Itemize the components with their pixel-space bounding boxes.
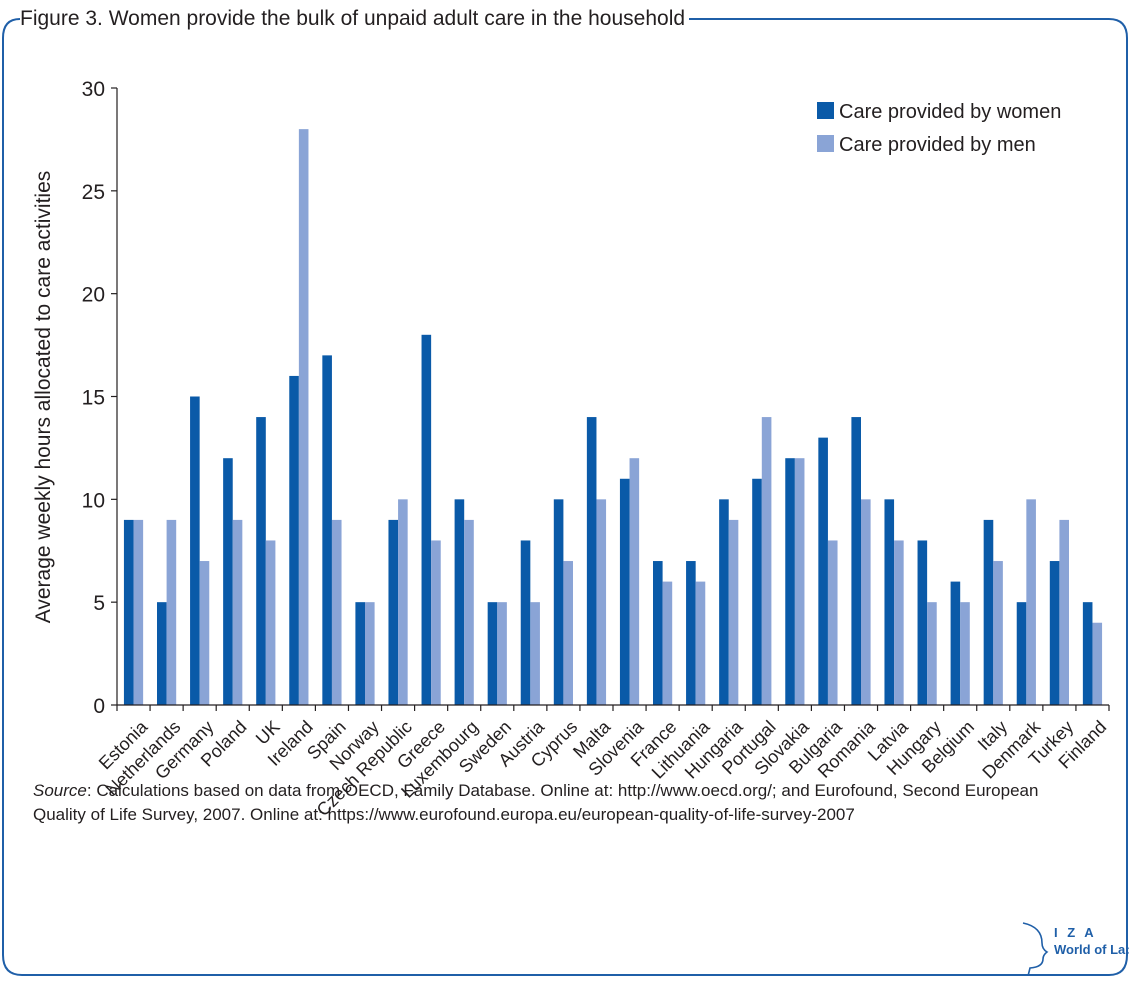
bar-men: [861, 499, 871, 705]
bar-women: [983, 519, 994, 705]
bar-women: [223, 458, 233, 705]
y-tick-label: 5: [93, 592, 105, 615]
bar-women: [322, 355, 332, 705]
logo-text-world-of-labor: World of Labor: [1054, 942, 1129, 957]
iza-head-icon: [1022, 922, 1049, 977]
bar-men: [365, 602, 375, 705]
bar-men: [1092, 622, 1103, 705]
bar-men: [133, 519, 144, 705]
bar-women: [520, 540, 531, 705]
bar-women: [686, 561, 696, 705]
bar-women: [851, 417, 861, 705]
bar-men: [166, 519, 177, 705]
bar-men: [1059, 519, 1069, 705]
bar-women: [719, 499, 729, 705]
bar-women: [752, 478, 762, 705]
bar-men: [1026, 499, 1036, 705]
bar-women: [454, 499, 465, 705]
source-label: Source: [33, 781, 87, 800]
bar-men: [464, 519, 474, 705]
bar-men: [331, 519, 342, 705]
bar-women: [355, 602, 365, 705]
legend-label: Care provided by men: [839, 134, 1036, 156]
bar-men: [265, 540, 276, 705]
bar-women: [917, 540, 928, 705]
bar-men: [298, 129, 309, 706]
bars: [123, 129, 1103, 706]
bar-women: [653, 561, 663, 705]
figure-title: Figure 3. Women provide the bulk of unpa…: [20, 6, 690, 32]
source-text: : Calculations based on data from OECD, …: [33, 781, 1039, 824]
bar-women: [256, 417, 266, 705]
bar-women: [586, 417, 597, 705]
legend-swatch: [817, 135, 834, 152]
bar-men: [927, 602, 937, 705]
bar-men: [695, 581, 706, 705]
bar-women: [619, 478, 630, 705]
y-tick-label: 10: [82, 489, 105, 512]
bar-women: [487, 602, 498, 705]
iza-logo: I Z A World of Labor: [1020, 921, 1129, 977]
bar-men: [563, 561, 573, 705]
bar-women: [190, 396, 200, 705]
bar-men: [662, 581, 673, 705]
legend: Care provided by women Care provided by m…: [817, 101, 1061, 156]
source-note: Source: Calculations based on data from …: [33, 779, 1093, 827]
y-axis: 0 5 10 15 20 25 30: [82, 78, 118, 718]
bar-men: [629, 458, 640, 705]
bar-women: [553, 499, 564, 705]
bar-women: [950, 581, 961, 705]
bar-men: [596, 499, 607, 705]
logo-text-iza: I Z A: [1054, 925, 1097, 940]
y-tick-label: 15: [82, 387, 105, 410]
bar-women: [421, 334, 432, 705]
bar-men: [398, 499, 408, 705]
bar-women: [818, 437, 828, 705]
bar-women: [388, 519, 399, 705]
bar-men: [993, 561, 1003, 705]
bar-men: [232, 519, 243, 705]
bar-men: [827, 540, 838, 705]
bar-women: [123, 519, 134, 705]
bar-men: [794, 458, 805, 705]
bar-women: [785, 458, 795, 705]
y-tick-label: 0: [93, 695, 105, 718]
bar-men: [728, 519, 739, 705]
bar-women: [1082, 602, 1093, 705]
y-tick-label: 25: [82, 181, 105, 204]
bar-women: [1016, 602, 1027, 705]
legend-label: Care provided by women: [839, 101, 1061, 123]
bar-men: [894, 540, 904, 705]
bar-men: [199, 561, 210, 705]
y-axis-label: Average weekly hours allocated to care a…: [32, 171, 55, 624]
bar-men: [530, 602, 540, 705]
bar-men: [761, 417, 772, 705]
legend-swatch: [817, 102, 834, 119]
y-tick-label: 20: [82, 284, 105, 307]
bar-men: [960, 602, 970, 705]
bar-women: [289, 375, 299, 705]
bar-men: [497, 602, 507, 705]
bar-women: [1049, 561, 1060, 705]
bar-women: [884, 499, 895, 705]
y-tick-label: 30: [82, 78, 105, 101]
bar-men: [431, 540, 441, 705]
bar-women: [157, 602, 167, 705]
